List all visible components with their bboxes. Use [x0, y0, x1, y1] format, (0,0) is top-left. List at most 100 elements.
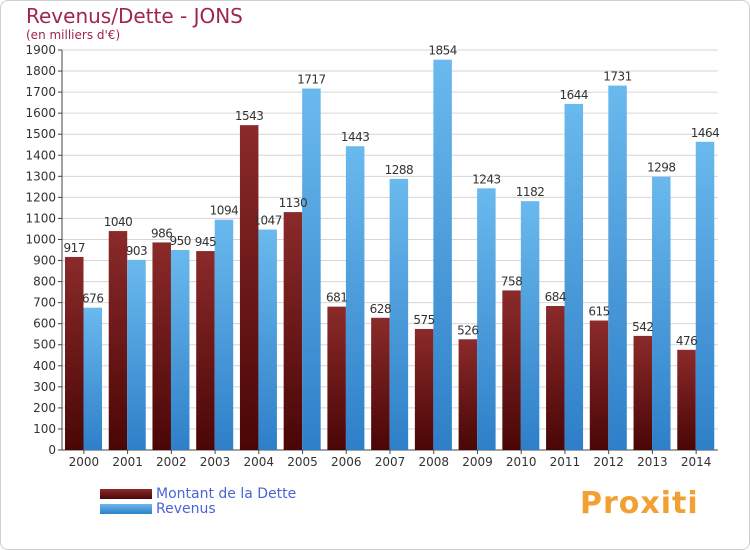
- y-tick-label: 0: [48, 443, 56, 457]
- x-tick-label: 2001: [112, 455, 143, 469]
- bar-dette: [633, 335, 653, 450]
- data-label: 1731: [603, 70, 632, 84]
- bar-dette: [283, 212, 303, 450]
- chart-title: Revenus/Dette - JONS: [26, 4, 243, 28]
- bar-dette: [108, 231, 128, 450]
- y-tick-label: 1400: [25, 148, 56, 162]
- x-tick-label: 2011: [550, 455, 581, 469]
- proxiti-logo: Proxiti: [580, 486, 699, 521]
- x-tick-label: 2013: [637, 455, 668, 469]
- data-label: 1464: [691, 126, 720, 140]
- data-label: 1717: [297, 73, 326, 87]
- data-label: 526: [457, 323, 478, 337]
- bar-revenus: [389, 178, 409, 450]
- bar-revenus: [608, 85, 627, 450]
- data-label: 1644: [560, 88, 589, 102]
- legend-swatch-revenus: [100, 504, 152, 514]
- x-tick-label: 2008: [418, 455, 449, 469]
- bar-revenus: [83, 307, 102, 450]
- bar-dette: [589, 320, 609, 450]
- data-label: 917: [64, 241, 85, 255]
- y-tick-label: 1900: [25, 43, 56, 57]
- data-label: 684: [545, 290, 566, 304]
- data-label: 950: [170, 234, 191, 248]
- bar-dette: [371, 317, 390, 450]
- data-label: 1243: [472, 172, 501, 186]
- y-tick-label: 900: [33, 254, 56, 268]
- data-label: 575: [413, 313, 434, 327]
- data-label: 681: [326, 291, 347, 305]
- x-tick-label: 2014: [681, 455, 712, 469]
- x-tick-label: 2002: [156, 455, 187, 469]
- chart-subtitle: (en milliers d'€): [26, 28, 121, 42]
- data-label: 542: [632, 320, 653, 334]
- data-label: 1443: [341, 130, 370, 144]
- legend-label-dette: Montant de la Dette: [156, 486, 297, 502]
- y-tick-label: 800: [33, 275, 56, 289]
- data-label: 986: [151, 226, 172, 240]
- bar-revenus: [652, 176, 671, 450]
- y-tick-label: 1100: [25, 211, 56, 225]
- data-label: 1094: [210, 204, 239, 218]
- data-label: 628: [370, 302, 391, 316]
- data-label: 903: [126, 244, 147, 258]
- bar-revenus: [433, 59, 452, 451]
- bar-revenus: [345, 146, 365, 451]
- x-tick-label: 2000: [69, 455, 100, 469]
- data-label: 1543: [235, 109, 264, 123]
- data-label: 1047: [253, 214, 282, 228]
- bar-revenus: [302, 88, 321, 451]
- y-tick-label: 1000: [25, 232, 56, 246]
- y-tick-label: 400: [33, 359, 56, 373]
- bar-dette: [414, 328, 434, 450]
- x-tick-label: 2007: [375, 455, 406, 469]
- data-label: 1040: [104, 215, 133, 229]
- y-tick-label: 100: [33, 422, 56, 436]
- y-tick-label: 600: [33, 317, 56, 331]
- bar-dette: [152, 242, 171, 450]
- x-tick-label: 2005: [287, 455, 318, 469]
- bar-revenus: [477, 188, 496, 450]
- bar-revenus: [695, 141, 715, 450]
- bar-revenus: [170, 250, 190, 450]
- bar-dette: [196, 251, 215, 450]
- y-tick-label: 1600: [25, 106, 56, 120]
- x-tick-label: 2006: [331, 455, 362, 469]
- bar-revenus: [258, 229, 277, 450]
- bar-dette: [502, 290, 521, 450]
- bar-dette: [65, 256, 84, 450]
- x-tick-label: 2004: [244, 455, 275, 469]
- data-label: 758: [501, 274, 522, 288]
- legend-label-revenus: Revenus: [156, 501, 216, 517]
- bar-dette: [546, 306, 565, 450]
- bar-dette: [458, 339, 478, 450]
- y-tick-label: 300: [33, 380, 56, 394]
- data-label: 1854: [428, 44, 457, 58]
- data-label: 1298: [647, 161, 676, 175]
- data-label: 945: [195, 235, 216, 249]
- data-label: 1130: [279, 196, 308, 210]
- bar-dette: [239, 125, 259, 450]
- y-tick-label: 200: [33, 401, 56, 415]
- bar-dette: [677, 349, 696, 450]
- x-tick-label: 2009: [462, 455, 493, 469]
- bar-revenus: [564, 103, 584, 450]
- y-tick-label: 1800: [25, 64, 56, 78]
- bar-revenus: [214, 219, 234, 450]
- y-tick-label: 1700: [25, 85, 56, 99]
- bar-revenus: [520, 201, 540, 450]
- bar-dette: [327, 306, 346, 450]
- data-label: 615: [588, 305, 609, 319]
- y-tick-label: 700: [33, 296, 56, 310]
- y-tick-label: 500: [33, 338, 56, 352]
- x-tick-label: 2012: [593, 455, 624, 469]
- x-tick-label: 2003: [200, 455, 231, 469]
- x-tick-label: 2010: [506, 455, 537, 469]
- y-tick-label: 1500: [25, 127, 56, 141]
- y-tick-label: 1200: [25, 190, 56, 204]
- data-label: 476: [676, 334, 697, 348]
- y-tick-label: 1300: [25, 169, 56, 183]
- bar-revenus: [127, 259, 146, 450]
- data-label: 1182: [516, 185, 545, 199]
